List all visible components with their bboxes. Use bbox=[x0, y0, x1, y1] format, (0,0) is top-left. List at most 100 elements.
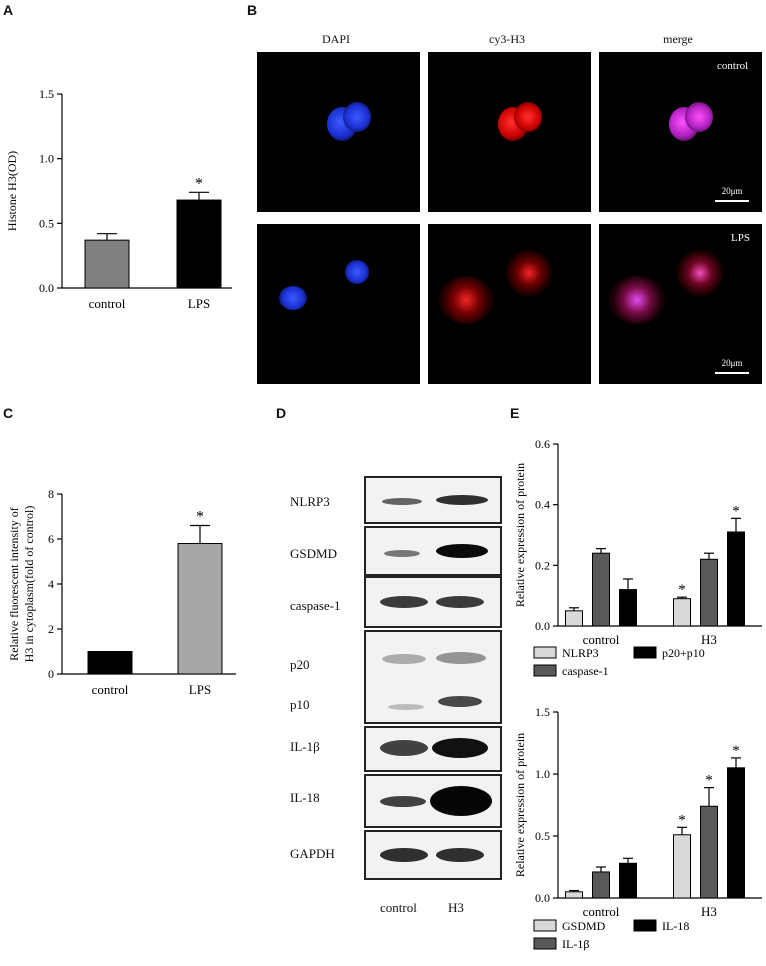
blot-strip-il-1b bbox=[364, 726, 502, 772]
legend-swatch bbox=[633, 646, 657, 659]
bar-control bbox=[87, 651, 133, 675]
legend-label: IL-1β bbox=[562, 937, 589, 951]
bar-gsdmd-control bbox=[565, 891, 583, 899]
y-tick-label: 0.0 bbox=[535, 619, 550, 633]
y-axis-label: H3 in cytoplasm(fold of control) bbox=[22, 506, 36, 663]
legend-label: p20+p10 bbox=[662, 646, 705, 660]
y-tick-label: 0.5 bbox=[535, 829, 550, 843]
bar-caspase-1-h3 bbox=[700, 558, 718, 627]
image-merge-control: control 20μm bbox=[599, 52, 762, 212]
legend-swatch bbox=[633, 919, 657, 932]
blot-label-gapdh: GAPDH bbox=[290, 846, 335, 861]
blot-label-il-18: IL-18 bbox=[290, 790, 320, 805]
bar-il-18-control bbox=[619, 862, 637, 899]
scale-bar-label: 20μm bbox=[721, 358, 743, 368]
image-merge-lps: LPS 20μm bbox=[599, 224, 762, 384]
blot-strip-il-18 bbox=[364, 774, 502, 828]
image-dapi-control bbox=[257, 52, 420, 212]
x-tick-label: LPS bbox=[188, 296, 210, 311]
scale-bar-label: 20μm bbox=[721, 186, 743, 196]
x-tick-label: control bbox=[583, 904, 620, 919]
blot-strip-caspase-1 bbox=[364, 576, 502, 628]
blot-strip-nlrp3 bbox=[364, 476, 502, 524]
legend-swatch bbox=[533, 664, 557, 677]
scale-bar bbox=[715, 372, 749, 374]
significance-marker: * bbox=[195, 175, 203, 192]
image-cy3-lps bbox=[428, 224, 591, 384]
chart-a: 0.0 0.5 1.0 1.5 Histone H3(OD) control * LPS bbox=[5, 87, 232, 311]
panel-letter-c: C bbox=[3, 405, 14, 421]
blot-label-p10: p10 bbox=[290, 697, 310, 712]
x-tick-label: LPS bbox=[189, 682, 211, 697]
image-cy3-control bbox=[428, 52, 591, 212]
significance-marker: * bbox=[732, 743, 740, 759]
significance-marker: * bbox=[678, 582, 686, 598]
y-tick-label: 6 bbox=[48, 532, 54, 546]
scale-bar bbox=[715, 200, 749, 202]
significance-marker: * bbox=[196, 509, 204, 526]
blot-label-p20: p20 bbox=[290, 657, 310, 672]
legend-label: caspase-1 bbox=[562, 664, 609, 678]
x-tick-label: control bbox=[92, 682, 129, 697]
y-tick-label: 0.6 bbox=[535, 437, 550, 451]
blot-label-caspase-1: caspase-1 bbox=[290, 598, 341, 613]
row-label-control: control bbox=[717, 60, 749, 72]
y-tick-label: 0 bbox=[48, 667, 54, 681]
y-tick-label: 0.5 bbox=[39, 216, 54, 230]
bar-p20-p10-control bbox=[619, 589, 637, 627]
blot-strip-p20-p10 bbox=[364, 630, 502, 724]
bar-caspase-1-control bbox=[592, 552, 610, 627]
bar-p20-p10-h3 bbox=[727, 531, 745, 627]
y-tick-label: 0.4 bbox=[535, 498, 550, 512]
y-tick-label: 2 bbox=[48, 622, 54, 636]
y-tick-label: 1.5 bbox=[39, 87, 54, 101]
chart-e1: 0.0 0.2 0.4 0.6 Relative expression of prote… bbox=[513, 437, 762, 678]
chart-e2: 0.0 0.5 1.0 1.5 Relative expression of prote… bbox=[513, 705, 762, 951]
y-axis-label: Relative expression of protein bbox=[513, 733, 527, 877]
legend-swatch bbox=[533, 919, 557, 932]
bar-lps bbox=[177, 543, 223, 675]
column-label-dapi: DAPI bbox=[321, 32, 350, 46]
blot-label-il-1b: IL-1β bbox=[290, 739, 320, 754]
y-axis-label: Relative expression of protein bbox=[513, 463, 527, 607]
bar-nlrp3-h3 bbox=[673, 598, 691, 627]
chart-c: 0 2 4 6 8 Relative fluorescent intensity of H3… bbox=[7, 487, 236, 697]
y-axis-label: Relative fluorescent intensity of bbox=[7, 507, 21, 661]
y-tick-label: 1.0 bbox=[39, 152, 54, 166]
legend-label: NLRP3 bbox=[562, 646, 599, 660]
image-dapi-lps bbox=[257, 224, 420, 384]
bar-gsdmd-h3 bbox=[673, 834, 691, 899]
significance-marker: * bbox=[705, 773, 713, 789]
x-tick-label: control bbox=[89, 296, 126, 311]
legend-label: GSDMD bbox=[562, 919, 606, 933]
panel-letter-a: A bbox=[3, 2, 14, 18]
y-tick-label: 4 bbox=[48, 577, 54, 591]
bar-nlrp3-control bbox=[565, 610, 583, 627]
lane-label-control: control bbox=[380, 900, 417, 915]
panel-letter-b: B bbox=[247, 2, 258, 18]
blot-label-nlrp3: NLRP3 bbox=[290, 494, 330, 509]
significance-marker: * bbox=[678, 812, 686, 828]
blot-label-gsdmd: GSDMD bbox=[290, 546, 337, 561]
y-tick-label: 1.5 bbox=[535, 705, 550, 719]
y-tick-label: 1.0 bbox=[535, 767, 550, 781]
y-tick-label: 0.0 bbox=[535, 891, 550, 905]
y-tick-label: 0.0 bbox=[39, 281, 54, 295]
blot-strip-gapdh bbox=[364, 830, 502, 880]
bar-il-1--h3 bbox=[700, 805, 718, 899]
y-tick-label: 8 bbox=[48, 487, 54, 501]
legend-swatch bbox=[533, 937, 557, 950]
x-tick-label: control bbox=[583, 632, 620, 647]
bar-lps bbox=[176, 199, 222, 289]
x-tick-label: H3 bbox=[701, 632, 717, 647]
significance-marker: * bbox=[732, 503, 740, 519]
y-tick-label: 0.2 bbox=[535, 558, 550, 572]
x-tick-label: H3 bbox=[701, 904, 717, 919]
panel-letter-e: E bbox=[510, 405, 520, 421]
lane-label-h3: H3 bbox=[448, 900, 464, 915]
bar-control bbox=[84, 239, 130, 289]
column-label-merge: merge bbox=[663, 32, 693, 46]
y-axis-label: Histone H3(OD) bbox=[5, 151, 19, 231]
row-label-lps: LPS bbox=[731, 232, 750, 244]
bar-il-18-h3 bbox=[727, 767, 745, 899]
